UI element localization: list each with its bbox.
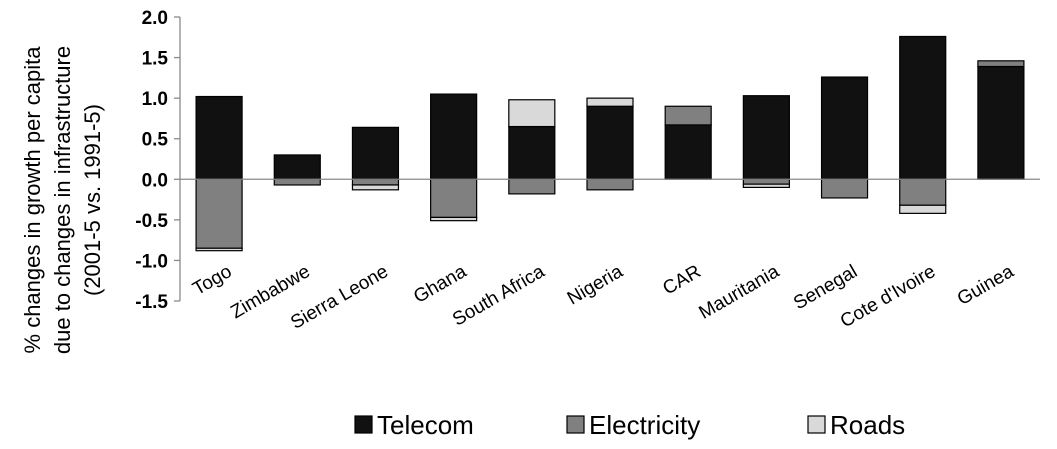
bar-segment-electricity: [664, 105, 712, 126]
bar-segment-telecom: [742, 95, 790, 180]
bar-segment-electricity: [820, 178, 869, 199]
legend-swatch-telecom: [354, 415, 373, 434]
bar-segment-telecom: [664, 124, 712, 180]
bar-segment-electricity: [508, 178, 556, 195]
y-axis-title-line: (2001-5 vs. 1991-5): [80, 104, 105, 296]
y-axis-title-line: % changes in growth per capita: [20, 46, 45, 354]
y-tick-label: -0.5: [135, 211, 168, 232]
y-axis-title: % changes in growth per capita due to cha…: [20, 46, 105, 354]
bar-segment-telecom: [899, 35, 947, 180]
y-tick-label: -1.5: [135, 292, 168, 313]
y-axis-title-line: due to changes in infrastructure: [50, 46, 75, 354]
legend-swatch-electricity: [566, 415, 585, 434]
x-tick-label: Ghana: [410, 261, 470, 308]
x-tick-label: Guinea: [954, 261, 1018, 310]
bar-segment-telecom: [820, 76, 869, 180]
bar-segment-telecom: [351, 126, 400, 180]
bar-segment-telecom: [508, 125, 556, 180]
bar-segment-telecom: [430, 93, 478, 180]
bar-segment-roads: [195, 247, 243, 252]
bar-segment-telecom: [273, 154, 321, 180]
bar-segment-telecom: [586, 105, 634, 180]
bar-segment-electricity: [742, 178, 790, 185]
y-tick-label: -1.0: [135, 251, 168, 272]
bar-segment-electricity: [977, 60, 1025, 68]
bar-segment-electricity: [430, 178, 478, 219]
bar-segment-telecom: [977, 65, 1025, 180]
bar-segment-electricity: [273, 178, 321, 186]
bar-segment-roads: [899, 204, 947, 214]
y-tick-label: 2.0: [142, 8, 168, 29]
y-tick-label: 0.5: [142, 130, 169, 151]
bars: [195, 35, 1025, 252]
legend-label-telecom: Telecom: [377, 410, 474, 440]
x-tick-label: CAR: [659, 261, 704, 299]
legend-label-electricity: Electricity: [589, 410, 700, 440]
y-axis: 2.0 1.5 1.0 0.5 0.0 -0.5 -1.0 -1.5: [135, 8, 181, 313]
bar-segment-roads: [430, 216, 478, 222]
bar-segment-roads: [508, 99, 556, 128]
legend-label-roads: Roads: [830, 410, 905, 440]
legend: Telecom Electricity Roads: [354, 410, 905, 440]
y-tick-label: 1.5: [142, 49, 169, 70]
bar-segment-telecom: [195, 95, 243, 180]
bar-segment-roads: [586, 97, 634, 107]
bar-segment-electricity: [899, 178, 947, 206]
bar-segment-electricity: [195, 178, 243, 249]
y-tick-label: 1.0: [142, 89, 168, 110]
bar-segment-electricity: [351, 178, 400, 186]
y-tick-label: 0.0: [142, 170, 168, 191]
bar-segment-roads: [742, 183, 790, 188]
x-tick-label: Nigeria: [564, 261, 627, 309]
x-tick-label: Mauritania: [696, 261, 784, 324]
x-tick-label: Togo: [189, 261, 235, 300]
bar-segment-roads: [351, 184, 400, 191]
legend-swatch-roads: [807, 415, 826, 434]
bar-segment-electricity: [586, 178, 634, 191]
